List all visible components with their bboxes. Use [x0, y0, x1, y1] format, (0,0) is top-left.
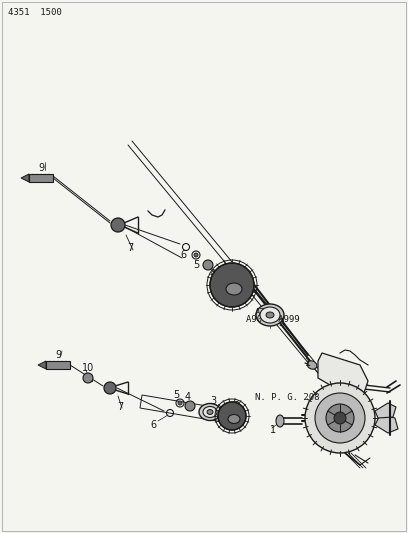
Circle shape [334, 412, 346, 424]
Text: A904, A999: A904, A999 [246, 315, 300, 324]
Circle shape [83, 373, 93, 383]
Circle shape [111, 218, 125, 232]
Ellipse shape [266, 312, 274, 318]
Text: N. P. G. 208: N. P. G. 208 [255, 393, 319, 402]
Polygon shape [375, 403, 396, 418]
Ellipse shape [226, 283, 242, 295]
Ellipse shape [199, 403, 221, 421]
Text: 6: 6 [150, 420, 156, 430]
Ellipse shape [260, 307, 280, 323]
Ellipse shape [203, 407, 217, 417]
Text: 4: 4 [185, 392, 191, 402]
Text: 4351  1500: 4351 1500 [8, 8, 62, 17]
Polygon shape [318, 353, 368, 393]
Text: 10: 10 [82, 363, 94, 373]
Ellipse shape [307, 361, 317, 369]
Circle shape [194, 253, 198, 257]
Circle shape [104, 382, 116, 394]
Text: 1: 1 [270, 425, 276, 435]
Ellipse shape [207, 409, 213, 415]
Text: 5: 5 [173, 390, 179, 400]
Text: 2: 2 [248, 288, 254, 298]
Circle shape [178, 401, 182, 405]
Ellipse shape [256, 304, 284, 326]
Text: 7: 7 [117, 402, 123, 412]
Text: 2: 2 [233, 401, 239, 411]
Text: 6: 6 [180, 250, 186, 260]
Ellipse shape [228, 415, 240, 424]
Circle shape [185, 401, 195, 411]
Circle shape [203, 260, 213, 270]
Text: 4: 4 [210, 269, 216, 279]
Text: 3: 3 [210, 396, 216, 406]
Text: 1: 1 [305, 358, 311, 368]
Polygon shape [38, 361, 46, 369]
Text: 5: 5 [193, 260, 199, 270]
Text: 7: 7 [127, 243, 133, 253]
Polygon shape [46, 361, 70, 369]
Circle shape [315, 393, 365, 443]
Ellipse shape [276, 415, 284, 427]
Circle shape [305, 383, 375, 453]
Text: 9: 9 [55, 350, 61, 360]
Polygon shape [21, 174, 29, 182]
Text: 9: 9 [38, 163, 44, 173]
Circle shape [210, 263, 254, 307]
Text: A727: A727 [255, 308, 277, 317]
Circle shape [218, 402, 246, 430]
Polygon shape [29, 174, 53, 182]
Text: 3: 3 [278, 318, 284, 328]
Circle shape [326, 404, 354, 432]
Polygon shape [375, 415, 398, 433]
